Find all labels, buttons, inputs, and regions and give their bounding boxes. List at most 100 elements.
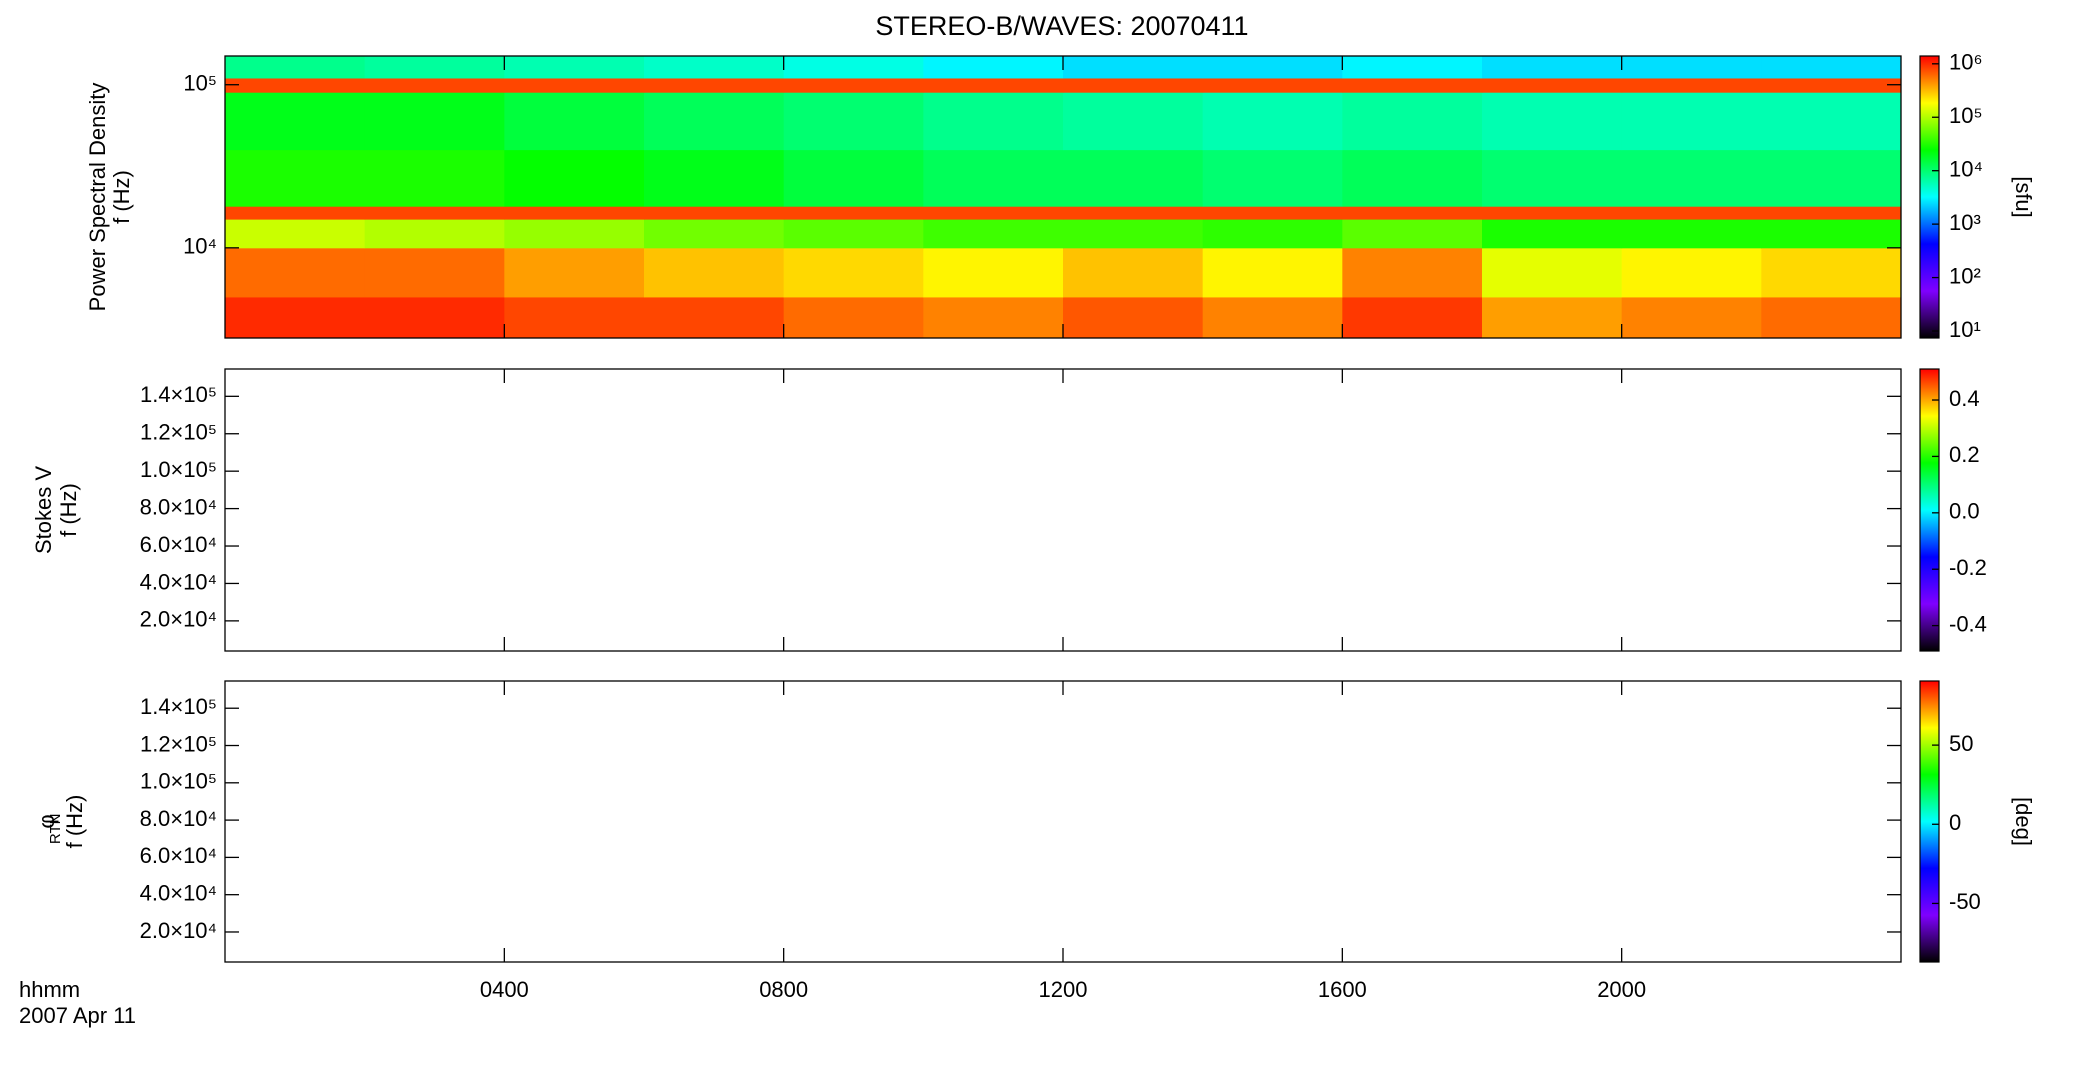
heatmap-cell [1342, 77, 1483, 93]
y-tick-label: 6.0×10⁴ [140, 843, 217, 868]
heatmap-cell [1621, 247, 1762, 298]
colorbar-tick-label: 10⁶ [1949, 50, 1983, 75]
heatmap-cell [225, 296, 366, 339]
y-axis-label-subscript: RTN [47, 814, 64, 845]
heatmap-cell [783, 56, 924, 79]
heatmap-cell [1761, 247, 1902, 298]
colorbar-tick-label: 0 [1949, 810, 1961, 835]
heatmap-cell [1482, 206, 1623, 220]
y-axis-label: Power Spectral Density [85, 83, 110, 312]
heatmap-cell [1621, 92, 1762, 151]
x-tick-label: 1600 [1318, 977, 1367, 1002]
heatmap-cell [504, 206, 645, 220]
heatmap-cell [1063, 219, 1204, 249]
colorbar-tick-label: 0.4 [1949, 386, 1980, 411]
heatmap-cell [225, 77, 366, 93]
heatmap-cell [364, 92, 505, 151]
heatmap-cell [1761, 149, 1902, 207]
heatmap-cell [1342, 92, 1483, 151]
heatmap-cell [1482, 247, 1623, 298]
heatmap-cell [644, 296, 785, 339]
y-tick-label: 1.2×10⁵ [140, 731, 217, 756]
heatmap-cell [1482, 92, 1623, 151]
heatmap-cell [1063, 149, 1204, 207]
heatmap-cell [1761, 206, 1902, 220]
y-tick-label: 1.0×10⁵ [140, 769, 217, 794]
heatmap-cell [1063, 56, 1204, 79]
heatmap-cell [1202, 149, 1343, 207]
heatmap-cell [923, 296, 1064, 339]
heatmap-cell [1482, 296, 1623, 339]
colorbar-tick-label: -0.4 [1949, 611, 1987, 636]
y-tick-label: 1.4×10⁵ [140, 382, 217, 407]
heatmap-cell [504, 296, 645, 339]
x-tick-label: 0400 [480, 977, 529, 1002]
y-tick-label: 1.2×10⁵ [140, 420, 217, 445]
heatmap-cell [783, 219, 924, 249]
heatmap-cell [644, 219, 785, 249]
heatmap-cell [644, 149, 785, 207]
y-tick-label: 1.4×10⁵ [140, 694, 217, 719]
heatmap-cell [364, 206, 505, 220]
heatmap-cell [1342, 219, 1483, 249]
y-axis-label: φ [34, 814, 59, 828]
colorbar-tick-label: 10¹ [1949, 317, 1981, 342]
heatmap-cell [1482, 77, 1623, 93]
heatmap-cell [504, 77, 645, 93]
colorbar-tick-label: 0.0 [1949, 499, 1980, 524]
heatmap-cell [364, 149, 505, 207]
y-tick-label: 6.0×10⁴ [140, 532, 217, 557]
colorbar-tick-label: 10⁵ [1949, 103, 1983, 128]
colorbar [1919, 55, 1940, 339]
heatmap-cell [1342, 206, 1483, 220]
heatmap-cell [923, 56, 1064, 79]
y-axis-label: f (Hz) [56, 483, 81, 537]
heatmap-cell [1761, 77, 1902, 93]
heatmap-cell [644, 77, 785, 93]
heatmap-cell [504, 56, 645, 79]
y-tick-label: 2.0×10⁴ [140, 607, 217, 632]
heatmap-cell [1063, 77, 1204, 93]
heatmap-cell [1342, 247, 1483, 298]
plot-frame [224, 680, 1902, 963]
heatmap-cell [923, 149, 1064, 207]
heatmap-cell [1482, 219, 1623, 249]
plot-frame [224, 368, 1902, 652]
heatmap-cell [1621, 206, 1762, 220]
heatmap-cell [783, 247, 924, 298]
colorbar-tick-label: 10² [1949, 263, 1981, 288]
heatmap-cell [1202, 206, 1343, 220]
heatmap-cell [1621, 219, 1762, 249]
heatmap-cell [1342, 296, 1483, 339]
heatmap-cell [923, 92, 1064, 151]
y-tick-label: 8.0×10⁴ [140, 494, 217, 519]
heatmap-cell [225, 56, 366, 79]
y-axis-label: f (Hz) [62, 795, 87, 849]
heatmap-cell [1063, 92, 1204, 151]
x-tick-label: 0800 [759, 977, 808, 1002]
heatmap-cell [783, 77, 924, 93]
heatmap-cell [783, 92, 924, 151]
heatmap-cell [1202, 77, 1343, 93]
heatmap-cell [1202, 92, 1343, 151]
heatmap-cell [1202, 219, 1343, 249]
heatmap-cell [364, 77, 505, 93]
y-tick-label: 2.0×10⁴ [140, 918, 217, 943]
heatmap-cell [1063, 247, 1204, 298]
y-tick-label: 10⁴ [183, 234, 217, 259]
heatmap-cell [1482, 149, 1623, 207]
heatmap-cell [225, 219, 366, 249]
heatmap-cell [364, 247, 505, 298]
colorbar-label: [deg] [2011, 797, 2036, 846]
colorbar-tick-label: -0.2 [1949, 555, 1987, 580]
heatmap-cell [1202, 247, 1343, 298]
x-axis-label: hhmm [19, 977, 80, 1002]
heatmap-cell [364, 56, 505, 79]
heatmap-cell [1063, 206, 1204, 220]
y-tick-label: 8.0×10⁴ [140, 806, 217, 831]
y-axis-label: Stokes V [31, 466, 56, 554]
heatmap-cell [923, 206, 1064, 220]
heatmap-cell [225, 92, 366, 151]
heatmap-cell [644, 247, 785, 298]
